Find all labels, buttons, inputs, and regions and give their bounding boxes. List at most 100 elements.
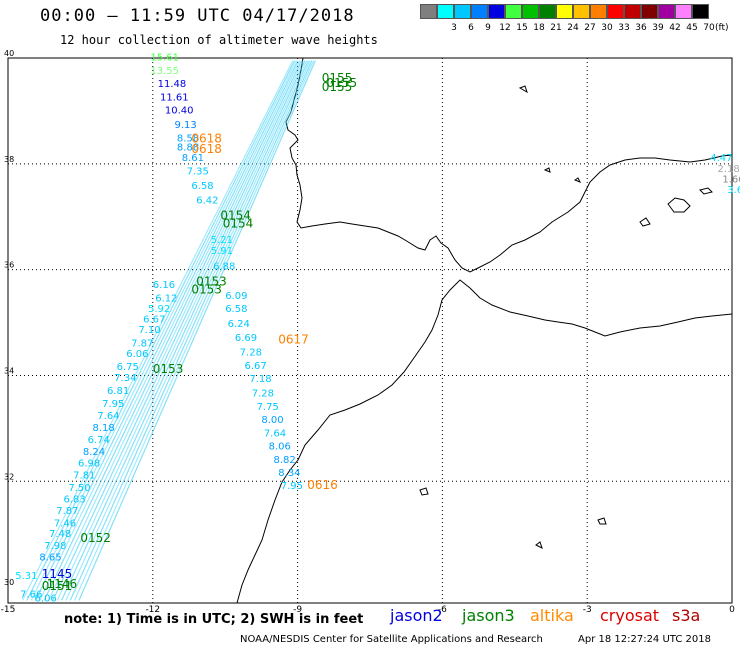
lake-3: [518, 85, 528, 94]
legend-label: 42: [669, 23, 681, 33]
generation-timestamp: Apr 18 12:27:24 UTC 2018: [578, 634, 711, 645]
x-tick-label: -3: [583, 605, 592, 615]
legend-label: 12: [499, 23, 511, 33]
legend-label: 24: [567, 23, 579, 33]
y-tick-label: 40: [4, 49, 14, 58]
legend-swatch: [692, 4, 709, 19]
jason3-track-band: [56, 60, 308, 601]
wave-height-label: 6.67: [143, 315, 165, 326]
wave-height-label: 8.34: [278, 468, 300, 479]
wave-height-label: 7.10: [138, 325, 160, 336]
wave-height-label: 6.75: [117, 362, 139, 373]
footer-note: note: 1) Time is in UTC; 2) SWH is in fe…: [64, 612, 364, 627]
legend-swatch: [539, 4, 556, 19]
coastline-morocco: [236, 279, 471, 604]
color-legend: (ft) 3 6 9 12 15 18 21 24 27 30 33 36 39 42 45 70: [420, 4, 729, 33]
wave-height-label: 2.18: [718, 164, 740, 175]
mission-jason2: jason2: [390, 606, 443, 625]
wave-height-label: 9.13: [175, 120, 197, 131]
wave-height-label: 8.18: [92, 423, 114, 434]
mission-cryosat: cryosat: [600, 606, 660, 625]
wave-height-label: 6.83: [64, 494, 86, 505]
wave-height-label: 11.48: [158, 79, 187, 90]
legend-swatch-row: [420, 4, 709, 19]
wave-height-label: 7.46: [54, 518, 76, 529]
pass-time-label: 0618: [191, 132, 222, 146]
legend-swatch: [675, 4, 692, 19]
pass-time-label: 0617: [278, 333, 309, 347]
wave-height-label: 6.98: [78, 458, 100, 469]
jason3-track-band: [48, 60, 304, 601]
wave-height-label: 1.66: [722, 174, 740, 185]
wave-height-label: 8.65: [39, 553, 61, 564]
wave-height-label: 8.82: [273, 455, 295, 466]
wave-height-label: 7.50: [68, 483, 90, 494]
pass-time-label: 0154: [220, 208, 251, 222]
wave-height-label: 7.98: [44, 541, 66, 552]
wave-height-label: 7.34: [114, 373, 136, 384]
wave-height-label: 6.16: [153, 280, 175, 291]
wave-height-label: 7.81: [73, 471, 95, 482]
track-labels: 15.6113.5511.4811.6110.409.138.588.888.6…: [15, 53, 740, 605]
x-tick-label: 0: [729, 605, 735, 615]
legend-label-row: (ft) 3 6 9 12 15 18 21 24 27 30 33 36 39 42 45 70: [420, 23, 740, 35]
pass-time-label: 0153: [153, 362, 184, 376]
island-ibiza: [639, 217, 651, 227]
wave-height-label: 8.61: [182, 153, 204, 164]
jason3-track-band: [39, 60, 301, 601]
wave-height-label: 8.24: [83, 447, 105, 458]
jason3-track-band: [78, 60, 316, 601]
wave-height-label: 7.64: [264, 428, 286, 439]
y-tick-label: 34: [4, 366, 14, 375]
wave-height-label: 6.24: [228, 319, 250, 330]
pass-time-label: 1145: [42, 567, 73, 581]
legend-label: 15: [516, 23, 528, 33]
map-frame: [7, 57, 733, 604]
wave-height-label: 7.64: [97, 411, 119, 422]
mission-jason3: jason3: [462, 606, 515, 625]
wave-height-label: 8.06: [269, 442, 291, 453]
wave-height-label: 6.12: [155, 293, 177, 304]
legend-swatch: [607, 4, 624, 19]
legend-swatch: [522, 4, 539, 19]
wave-height-label: 6.81: [107, 386, 129, 397]
pass-time-label: 0616: [307, 478, 338, 492]
pass-time-label: 0618: [191, 142, 222, 156]
legend-swatch: [505, 4, 522, 19]
wave-height-label: 7.28: [252, 389, 274, 400]
y-tick-label: 32: [4, 472, 14, 481]
wave-height-label: 6.58: [225, 304, 247, 315]
y-tick-label: 38: [4, 155, 14, 164]
jason3-track-band: [43, 60, 303, 601]
jason3-track-band: [65, 60, 311, 601]
pass-time-label: 1146: [47, 577, 78, 591]
jason3-track-band: [61, 60, 309, 601]
pass-time-label: 0155: [322, 71, 353, 85]
legend-swatch: [556, 4, 573, 19]
wave-height-label: 7.35: [187, 166, 209, 177]
x-tick-label: -12: [145, 605, 160, 615]
legend-swatch: [658, 4, 675, 19]
coastline: [236, 57, 733, 604]
wave-height-label: 6.06: [35, 593, 57, 604]
legend-label: 30: [601, 23, 613, 33]
wave-height-label: 7.95: [281, 481, 303, 492]
wave-height-label: 7.87: [131, 338, 153, 349]
legend-label: 18: [533, 23, 545, 33]
legend-swatch: [573, 4, 590, 19]
legend-label: 3: [451, 23, 457, 33]
wave-height-label: 7.18: [249, 374, 271, 385]
legend-label: 36: [635, 23, 647, 33]
jason3-track-band: [69, 60, 313, 601]
wave-height-label: 7.95: [102, 399, 124, 410]
pass-time-label: 0152: [80, 531, 111, 545]
wave-height-label: 8.00: [261, 415, 283, 426]
legend-swatch: [437, 4, 454, 19]
wave-height-label: 8.58: [177, 134, 199, 145]
wave-height-label: 6.42: [196, 196, 218, 207]
coastline-portugal: [285, 57, 733, 273]
island-menorca: [699, 187, 713, 195]
legend-label: 21: [550, 23, 562, 33]
legend-label: 45: [686, 23, 698, 33]
credit-line: NOAA/NESDIS Center for Satellite Applica…: [240, 634, 543, 645]
